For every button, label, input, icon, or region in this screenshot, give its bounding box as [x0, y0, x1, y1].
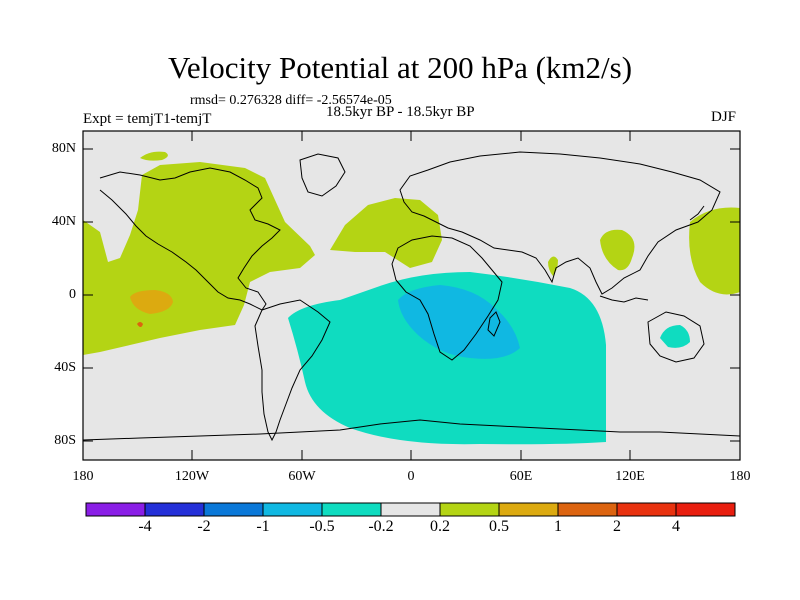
colorbar-label: 2 — [613, 518, 621, 535]
colorbar-label: -1 — [256, 518, 270, 535]
negative-mid-region-africa — [398, 285, 520, 359]
positive-region-west-pacific — [689, 207, 740, 295]
y-label-80s: 80S — [54, 433, 76, 448]
coast-north-america — [99, 167, 281, 311]
period-text: 18.5kyr BP - 18.5kyr BP — [326, 104, 475, 120]
negative-region-australia — [660, 325, 690, 348]
colorbar-label: 4 — [672, 518, 680, 535]
colorbar-box — [675, 502, 736, 517]
colorbar-label: -4 — [138, 518, 152, 535]
negative-region-south-atlantic — [288, 272, 606, 445]
x-label-180w: 180 — [72, 469, 94, 484]
colorbar-box — [616, 502, 677, 517]
positive-mid-region-pacific — [130, 290, 173, 314]
colorbar — [85, 502, 736, 517]
coast-greenland — [299, 153, 346, 197]
x-label-0: 0 — [407, 469, 415, 484]
y-label-0: 0 — [69, 287, 76, 302]
x-label-120w: 120W — [174, 469, 210, 484]
colorbar-label: -2 — [197, 518, 211, 535]
colorbar-label: -0.5 — [309, 518, 335, 535]
page-title: Velocity Potential at 200 hPa (km2/s) — [167, 50, 633, 85]
y-label-80n: 80N — [51, 141, 76, 156]
colorbar-box — [262, 502, 323, 517]
positive-region-asia — [600, 229, 635, 271]
coast-indonesia — [599, 295, 649, 303]
colorbar-box — [439, 502, 500, 517]
y-label-40s: 40S — [54, 360, 76, 375]
positive-blob-arctic — [140, 151, 168, 161]
coast-africa — [391, 235, 503, 361]
experiment-label: Expt = temjT1-temjT — [83, 111, 212, 127]
x-label-180e: 180 — [729, 469, 751, 484]
colorbar-box — [144, 502, 205, 517]
coast-antarctica — [83, 419, 740, 441]
coast-japan — [689, 205, 705, 221]
coast-south-america — [254, 299, 331, 442]
coast-australia — [647, 311, 705, 363]
colorbar-label: -0.2 — [368, 518, 394, 535]
colorbar-box — [321, 502, 382, 517]
colorbar-label: 0.5 — [489, 518, 509, 535]
colorbar-box — [85, 502, 146, 517]
positive-region-atlantic — [330, 198, 442, 268]
colorbar-box — [380, 502, 441, 517]
contour-fills — [83, 151, 740, 445]
axis-ticks — [83, 131, 740, 460]
x-label-60e: 60E — [509, 469, 533, 484]
coastlines — [83, 151, 740, 442]
x-label-120e: 120E — [615, 469, 645, 484]
x-label-60w: 60W — [288, 469, 316, 484]
stats-text: rmsd= 0.276328 diff= -2.56574e-05 — [190, 93, 392, 108]
positive-mid-dot — [137, 322, 143, 327]
season-label: DJF — [711, 109, 737, 125]
coast-madagascar — [487, 311, 501, 337]
colorbar-box — [557, 502, 618, 517]
y-label-40n: 40N — [51, 214, 76, 229]
colorbar-box — [203, 502, 264, 517]
colorbar-label: 0.2 — [430, 518, 450, 535]
colorbar-label: 1 — [554, 518, 562, 535]
colorbar-box — [498, 502, 559, 517]
coast-eurasia — [399, 151, 721, 295]
